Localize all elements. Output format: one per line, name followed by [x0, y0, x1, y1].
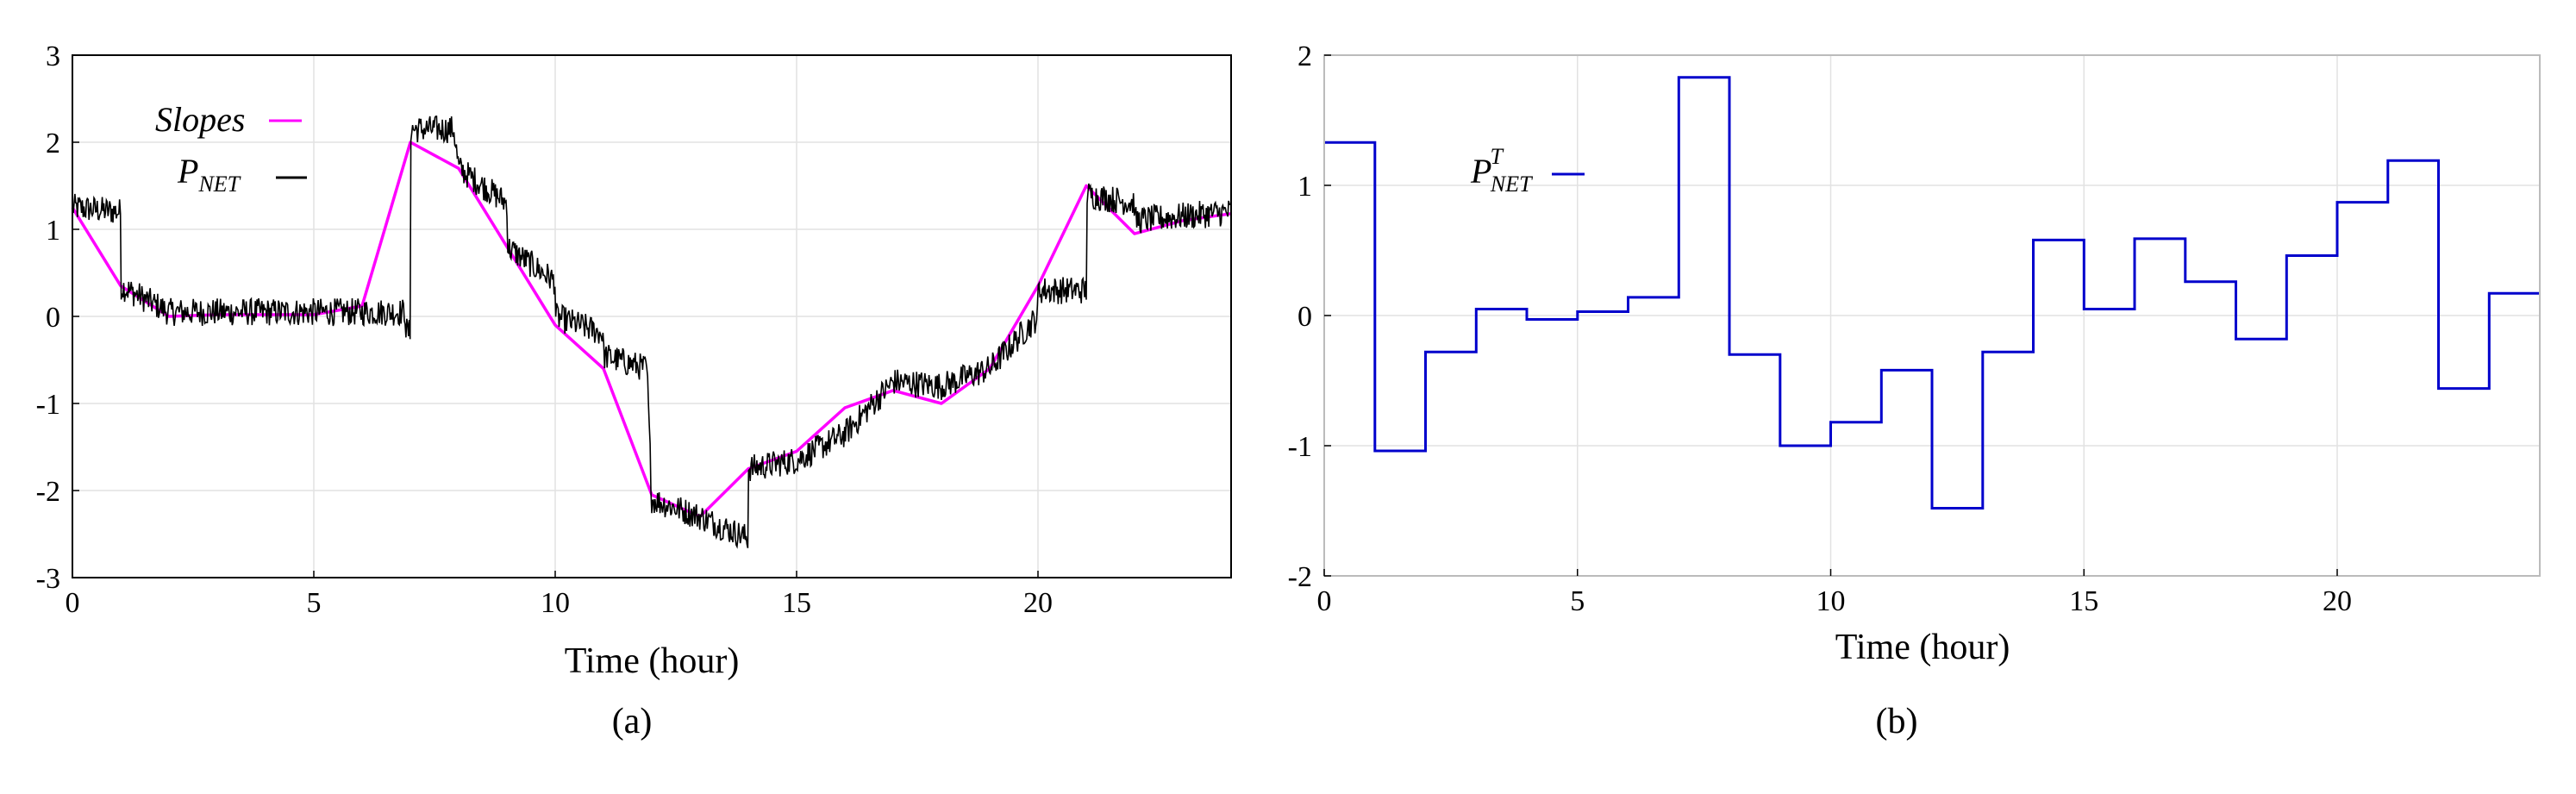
panel-a-xlabel: Time (hour) — [565, 641, 740, 681]
panel-a-series — [71, 116, 1232, 549]
x-tick-label: 5 — [1570, 585, 1585, 617]
y-tick-label: -2 — [1288, 561, 1312, 593]
series-line-pnet — [72, 116, 1232, 549]
legend-pnet-t-superscript: T — [1490, 144, 1504, 169]
y-tick-label: 0 — [46, 302, 60, 334]
panel-a: 0 5 10 15 20 -3 -2 -1 0 1 2 3 Slopes PNET Time (hou… — [36, 41, 1232, 741]
legend-pnet-base: P — [177, 152, 198, 191]
y-tick-label: -1 — [1288, 431, 1312, 463]
panel-a-legend: Slopes PNET — [155, 100, 307, 197]
legend-pnet-subscript: NET — [197, 172, 241, 197]
x-tick-label: 15 — [782, 587, 811, 619]
legend-pnet-t-base: P — [1470, 152, 1491, 191]
legend-label-pnet: PNET — [177, 152, 241, 197]
x-tick-label: 20 — [2323, 585, 2352, 617]
y-tick-label: 2 — [1297, 41, 1312, 72]
panel-b-ticks: 0 5 10 15 20 -2 -1 0 1 2 — [1288, 41, 2352, 617]
legend-label-slopes: Slopes — [155, 100, 245, 139]
panel-a-ticks: 0 5 10 15 20 -3 -2 -1 0 1 2 3 — [36, 41, 1053, 619]
panel-b-series — [1324, 76, 2540, 510]
y-tick-label: 1 — [46, 215, 60, 247]
panel-b-legend: PT NET — [1470, 144, 1585, 197]
legend-label-pnet-t: PT NET — [1470, 144, 1533, 197]
panel-b-xlabel: Time (hour) — [1835, 628, 2010, 667]
y-tick-label: 2 — [46, 128, 60, 159]
y-tick-label: -1 — [36, 389, 60, 421]
y-tick-label: 3 — [46, 41, 60, 72]
y-tick-label: 1 — [1297, 171, 1312, 203]
x-tick-label: 0 — [1317, 585, 1332, 617]
panel-b-subfigure-label: (b) — [1876, 702, 1918, 741]
panel-a-subfigure-label: (a) — [612, 702, 653, 741]
x-tick-label: 10 — [1816, 585, 1846, 617]
x-tick-label: 5 — [307, 587, 322, 619]
legend-pnet-t-subscript: NET — [1490, 172, 1533, 197]
panel-b: 0 5 10 15 20 -2 -1 0 1 2 PT NET Time (hour) (b) — [1288, 41, 2541, 741]
x-tick-label: 10 — [541, 587, 570, 619]
y-tick-label: -3 — [36, 563, 60, 595]
x-tick-label: 15 — [2069, 585, 2098, 617]
series-line-pnet-t — [1324, 76, 2540, 510]
x-tick-label: 0 — [66, 587, 80, 619]
y-tick-label: -2 — [36, 476, 60, 508]
y-tick-label: 0 — [1297, 301, 1312, 333]
x-tick-label: 20 — [1023, 587, 1053, 619]
